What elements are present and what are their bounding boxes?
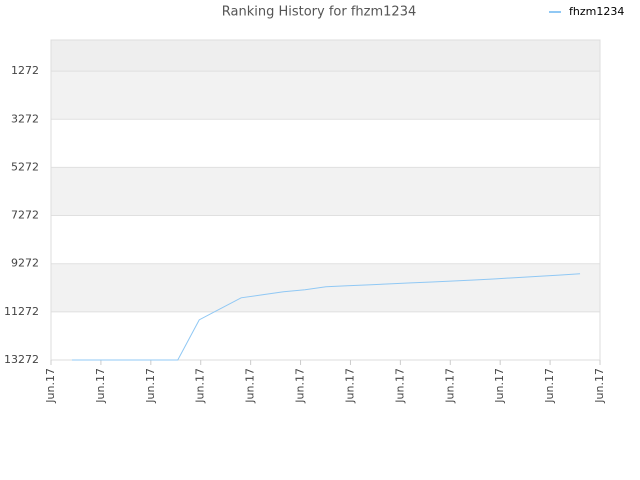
x-tick-label: Jun.17	[144, 368, 157, 404]
x-tick-label: Jun.17	[593, 368, 606, 404]
plot-border	[50, 39, 601, 361]
x-tick-label: Jun.17	[443, 368, 456, 404]
band	[51, 119, 600, 168]
x-tick-label: Jun.17	[393, 368, 406, 404]
y-tick-label: 1272	[11, 64, 39, 77]
x-tick-label: Jun.17	[94, 368, 107, 404]
x-tick-label: Jun.17	[493, 368, 506, 404]
x-tick-label: Jun.17	[543, 368, 556, 404]
band	[51, 311, 600, 360]
y-tick-label: 9272	[11, 257, 39, 270]
band	[51, 215, 600, 264]
y-tick-label: 7272	[11, 209, 39, 222]
band	[51, 71, 600, 120]
y-tick-label: 13272	[4, 353, 39, 366]
y-tick-label: 5272	[11, 160, 39, 173]
x-tick-label: Jun.17	[44, 368, 57, 404]
band	[51, 263, 600, 312]
band	[51, 167, 600, 216]
y-tick-label: 11272	[4, 305, 39, 318]
x-tick-label: Jun.17	[343, 368, 356, 404]
x-tick-label: Jun.17	[194, 368, 207, 404]
x-tick-label: Jun.17	[244, 368, 257, 404]
x-tick-label: Jun.17	[294, 368, 307, 404]
line	[71, 273, 581, 361]
band	[51, 40, 600, 72]
y-tick-label: 3272	[11, 112, 39, 125]
legend-label: fhzm1234	[569, 5, 624, 18]
chart-title: Ranking History for fhzm1234	[222, 5, 417, 20]
